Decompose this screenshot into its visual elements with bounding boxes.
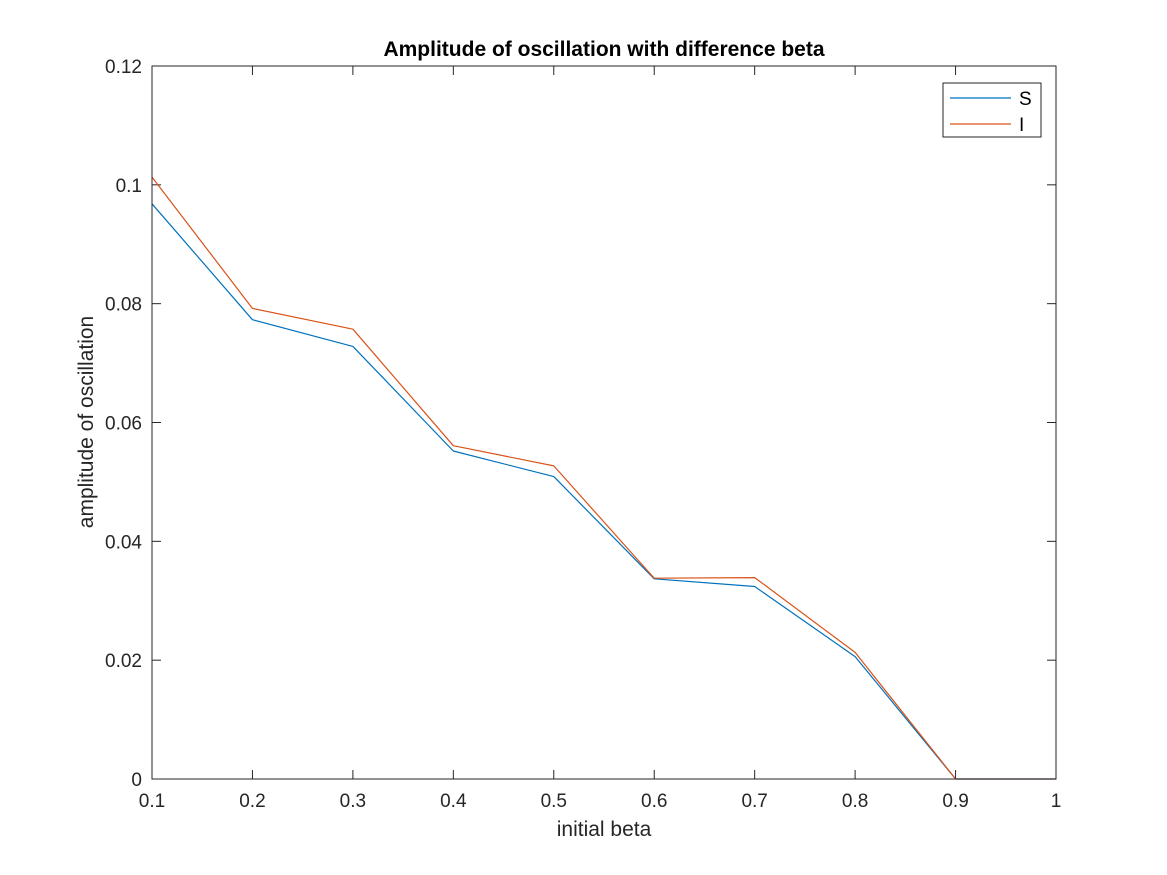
ticks-layer — [151, 65, 1057, 780]
y-axis-label: amplitude of oscillation — [75, 316, 98, 528]
x-tick-label: 0.7 — [741, 791, 767, 812]
chart-title: Amplitude of oscillation with difference… — [383, 38, 824, 61]
y-tick-label: 0.1 — [116, 176, 142, 197]
y-tick-label: 0.06 — [105, 414, 142, 435]
y-tick-label: 0.02 — [105, 651, 142, 672]
x-tick-label: 0.1 — [139, 791, 165, 812]
y-tick-label: 0.12 — [105, 57, 142, 78]
x-tick-label: 0.9 — [942, 791, 968, 812]
x-tick-label: 0.8 — [842, 791, 868, 812]
y-tick-label: 0 — [131, 770, 142, 791]
x-tick-label: 0.6 — [641, 791, 667, 812]
legend-label-i: I — [1019, 115, 1024, 136]
x-axis-label: initial beta — [557, 818, 652, 841]
x-tick-label: 0.2 — [239, 791, 265, 812]
legend-entries: SI — [950, 89, 1032, 136]
series-line-s — [151, 203, 1056, 780]
x-tick-label: 0.5 — [541, 791, 567, 812]
x-tick-label: 0.3 — [340, 791, 366, 812]
x-tick-label: 1 — [1051, 791, 1062, 812]
legend: SI — [942, 82, 1042, 138]
plot-area-background — [152, 66, 1056, 779]
y-tick-label: 0.04 — [105, 532, 142, 553]
legend-box — [942, 82, 1042, 138]
series-line-i — [151, 176, 1056, 780]
plot-area-frame — [151, 65, 1057, 780]
series-layer — [151, 176, 1056, 780]
x-tick-labels: 0.1 0.2 0.3 0.4 0.5 0.6 0.7 0.8 0.9 1 — [139, 791, 1062, 812]
y-tick-label: 0.08 — [105, 295, 142, 316]
y-tick-labels: 0 0.02 0.04 0.06 0.08 0.1 0.12 — [105, 57, 142, 791]
x-tick-label: 0.4 — [440, 791, 467, 812]
legend-label-s: S — [1019, 89, 1032, 110]
